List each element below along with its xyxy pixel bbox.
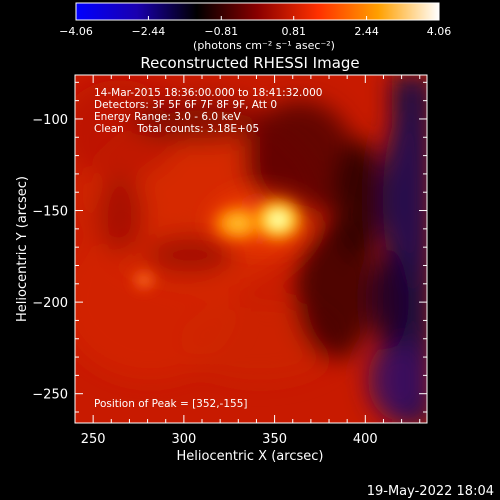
y-axis-label: Heliocentric Y (arcsec) [15,176,30,322]
x-tick-label: 400 [353,432,378,447]
colorbar-tick-label: 0.81 [281,25,306,38]
annotation-clean-counts: Clean Total counts: 3.18E+05 [94,123,259,135]
colorbar-tick-label: −4.06 [59,25,93,38]
colorbar-tick-label: 4.06 [427,25,452,38]
x-tick-label: 300 [171,432,196,447]
emission-sources [127,174,334,295]
annotation-time-range: 14-Mar-2015 18:36:00.000 to 18:41:32.000 [94,87,322,99]
x-tick-label: 350 [262,432,287,447]
colorbar-tick-label: −0.81 [204,25,238,38]
y-tick-label: −200 [32,296,68,311]
footer-timestamp: 19-May-2022 18:04 [367,484,494,499]
colorbar-ticks: −4.06 −2.44 −0.81 0.81 2.44 4.06 [59,16,451,38]
colorbar-label: (photons cm⁻² s⁻¹ asec⁻²) [193,39,335,52]
colorbar-tick-label: 2.44 [354,25,379,38]
image-area [75,75,427,423]
y-tick-label: −150 [32,205,68,220]
x-axis-label: Heliocentric X (arcsec) [177,449,324,464]
chart-title: Reconstructed RHESSI Image [140,54,359,72]
plot-frame [74,74,428,424]
annotation-energy-range: Energy Range: 3.0 - 6.0 keV [94,111,242,123]
image-annotations: 14-Mar-2015 18:36:00.000 to 18:41:32.000… [94,87,322,410]
emission-source-peak [248,193,309,246]
axes: 250 300 350 400 −100 −150 −200 −250 [32,75,427,447]
emission-source [127,266,160,295]
peak-position-label: Position of Peak = [352,-155] [94,398,248,410]
y-tick-label: −100 [32,113,68,128]
y-tick-label: −250 [32,388,68,403]
annotation-detectors: Detectors: 3F 5F 6F 7F 8F 9F, Att 0 [94,99,277,111]
colorbar-bar [75,2,440,21]
image-texture [75,75,427,423]
colorbar: −4.06 −2.44 −0.81 0.81 2.44 4.06 (photons cm⁻… [59,2,451,52]
colorbar-tick-label: −2.44 [132,25,166,38]
x-tick-label: 250 [81,432,106,447]
